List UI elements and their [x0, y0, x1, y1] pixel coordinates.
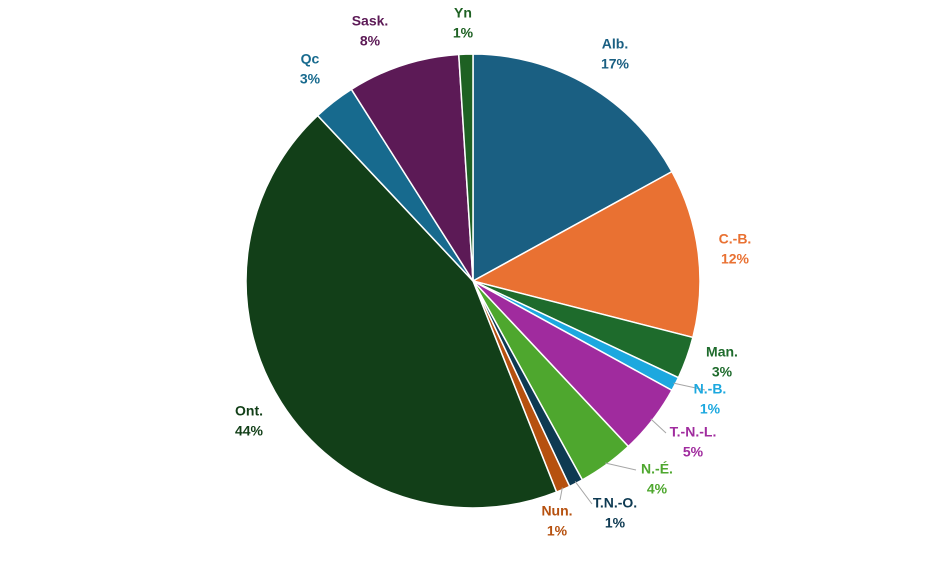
pie-slice — [350, 53, 474, 282]
slice-label: Man. — [706, 344, 738, 360]
slice-label: T.-N.-L. — [670, 424, 717, 440]
slice-label: Yn — [454, 5, 472, 21]
slice-value-label: 12% — [721, 251, 750, 267]
slice-value-label: 1% — [700, 401, 721, 417]
slice-label: Alb. — [602, 36, 628, 52]
slice-value-label: 1% — [453, 25, 474, 41]
leader-line — [574, 481, 593, 505]
slice-label: Ont. — [235, 403, 263, 419]
pie-slice — [457, 53, 474, 282]
slice-value-label: 17% — [601, 56, 630, 72]
slice-label: N.-É. — [641, 461, 673, 477]
slice-label: T.N.-O. — [593, 495, 637, 511]
slice-value-label: 5% — [683, 444, 704, 460]
slice-value-label: 8% — [360, 33, 381, 49]
slice-label: Qc — [301, 51, 320, 67]
slice-value-label: 4% — [647, 481, 668, 497]
pie-slice — [245, 114, 558, 509]
slice-value-label: 3% — [712, 364, 733, 380]
leader-line — [559, 487, 563, 501]
slice-label: N.-B. — [694, 381, 727, 397]
slice-label: C.-B. — [719, 231, 752, 247]
leader-line — [650, 418, 667, 434]
pie-slice — [472, 53, 673, 283]
pie-slice — [470, 170, 701, 339]
slice-value-label: 1% — [605, 515, 626, 531]
slice-value-label: 3% — [300, 71, 321, 87]
leader-line — [605, 462, 637, 471]
leader-line — [673, 382, 706, 391]
slice-value-label: 1% — [547, 523, 568, 539]
slice-label: Nun. — [541, 503, 572, 519]
slice-value-label: 44% — [235, 423, 264, 439]
slice-label: Sask. — [352, 13, 389, 29]
